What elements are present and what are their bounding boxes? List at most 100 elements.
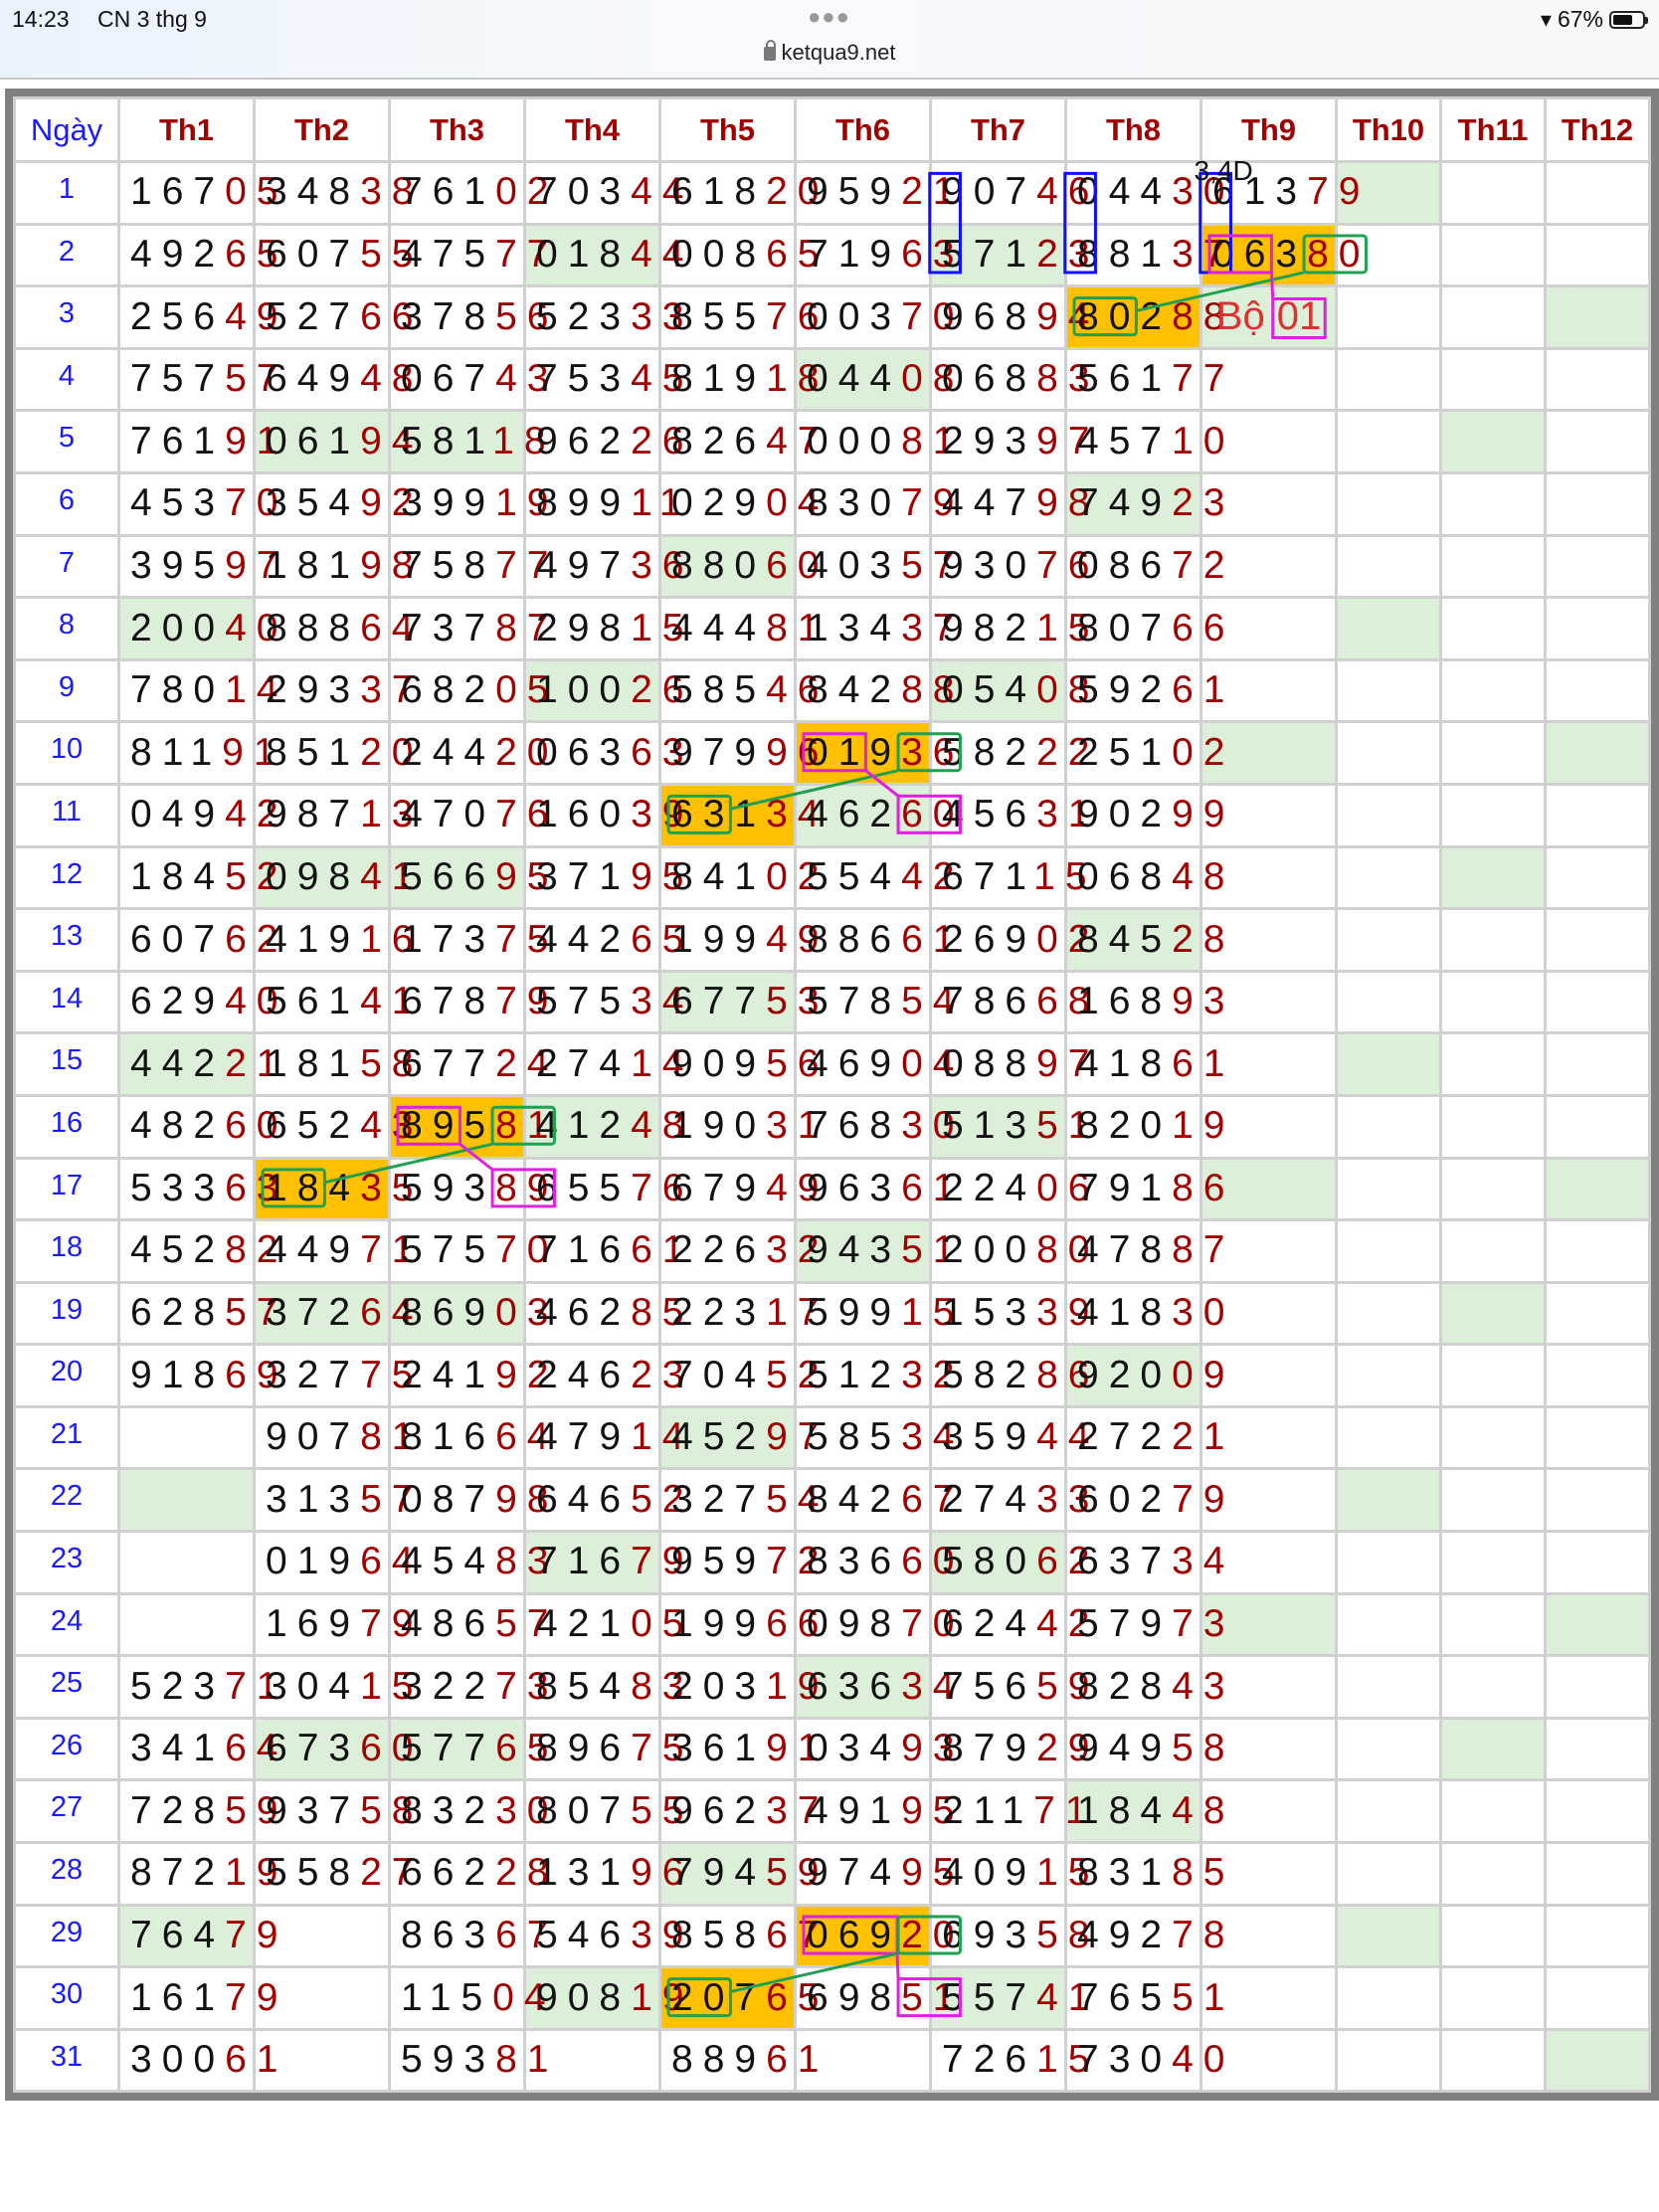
result-number: 57534 [526, 980, 693, 1024]
table-row: 25 52371 30415 32273 85483 20319 63634 75659 828… [13, 1654, 1651, 1720]
result-cell [1544, 160, 1651, 226]
result-cell: 19949 [658, 907, 819, 973]
result-cell [1335, 907, 1442, 973]
result-cell [1199, 1280, 1338, 1347]
result-number: 45710 [1067, 420, 1234, 464]
result-cell: 96894 [929, 284, 1089, 350]
result-cell: 95921 [794, 160, 954, 226]
result-cell: 89675 [523, 1716, 683, 1782]
result-number: 04408 [797, 357, 964, 402]
result-cell: 93758 [253, 1778, 413, 1845]
result-cell [253, 2027, 391, 2094]
more-dots-icon[interactable]: ●●● [808, 4, 850, 29]
result-cell [1544, 470, 1651, 537]
table-row: 15 44221 18158 67724 27414 90956 46904 08897 418… [13, 1031, 1651, 1097]
table-row: 23 01964 45483 71679 95972 83660 58062 63734 [13, 1530, 1651, 1595]
day-number: 29 [13, 1903, 120, 1969]
result-number: 18448 [1067, 1789, 1234, 1834]
result-number: 57854 [797, 980, 964, 1024]
result-number: 02904 [661, 481, 829, 526]
result-cell [1439, 1654, 1547, 1720]
result-cell [1439, 1591, 1547, 1658]
header-month-11: Th11 [1439, 96, 1547, 163]
result-number: 59381 [391, 2038, 558, 2083]
result-cell: 41861 [1064, 1031, 1224, 1097]
result-cell: 29815 [523, 596, 683, 661]
result-cell: 82019 [1064, 1093, 1224, 1160]
result-number: 49265 [120, 233, 287, 277]
result-cell [1544, 596, 1651, 661]
result-number: 48260 [120, 1104, 287, 1149]
result-cell: 44265 [523, 907, 683, 973]
result-cell [1199, 1654, 1338, 1720]
result-cell [1439, 284, 1547, 350]
result-cell: 32273 [388, 1654, 548, 1720]
result-number: 18452 [120, 855, 287, 900]
result-cell [253, 1965, 391, 2031]
result-cell: 48657 [388, 1591, 548, 1658]
result-cell: 78014 [117, 657, 277, 724]
result-number: 88060 [661, 544, 829, 589]
result-cell [1199, 1841, 1338, 1907]
result-cell [1335, 533, 1442, 600]
result-number: 72615 [932, 2038, 1099, 2083]
result-number: 08897 [932, 1042, 1099, 1087]
result-number: 24192 [391, 1354, 558, 1398]
day-number: 19 [13, 1280, 120, 1347]
result-number: 24623 [526, 1354, 693, 1398]
result-number: 39919 [391, 481, 558, 526]
result-cell: 82843 [1064, 1654, 1224, 1720]
result-cell [1439, 1530, 1547, 1595]
result-cell: 52766 [253, 284, 413, 350]
result-cell: 88060 [658, 533, 819, 600]
result-cell: 59261 [1064, 657, 1224, 724]
result-number: 55741 [932, 1976, 1099, 2021]
result-cell [1199, 1903, 1338, 1969]
result-cell [1335, 1591, 1442, 1658]
result-cell: 57534 [523, 969, 683, 1035]
result-number: 76479 [120, 1914, 287, 1958]
result-number: 84288 [797, 668, 964, 713]
result-cell [117, 1530, 256, 1595]
result-number: 63734 [1067, 1540, 1234, 1584]
result-number: 29815 [526, 607, 693, 651]
result-number: 42105 [526, 1602, 693, 1647]
result-cell: 63634 [794, 1654, 954, 1720]
note-label: 3,4D [1194, 154, 1253, 186]
result-cell: 89581 [388, 1093, 548, 1160]
result-cell [1335, 1280, 1442, 1347]
result-cell: 62857 [117, 1280, 277, 1347]
result-cell: 24420 [388, 720, 548, 786]
result-number: 25649 [120, 295, 287, 340]
result-cell [1544, 1404, 1651, 1471]
table-row: 10 81191 85120 24420 06363 97996 01936 58222 251… [13, 720, 1651, 786]
result-number: 59261 [1067, 668, 1234, 713]
result-cell [1335, 1093, 1442, 1160]
address-bar[interactable]: ketqua9.net [0, 40, 1659, 66]
result-cell: 06743 [388, 346, 548, 413]
result-cell: 06848 [1064, 844, 1224, 911]
result-cell: 67949 [658, 1156, 819, 1222]
result-number: 98215 [932, 607, 1099, 651]
result-cell: 89911 [523, 470, 681, 537]
result-cell: 20765 [658, 1965, 819, 2031]
result-cell [1544, 844, 1651, 911]
result-cell: 55442 [794, 844, 954, 911]
result-cell: 42105 [523, 1591, 683, 1658]
result-number: 36191 [661, 1727, 829, 1771]
day-number: 13 [13, 907, 120, 973]
result-cell: 73040 [1064, 2027, 1224, 2094]
day-number: 20 [13, 1343, 120, 1408]
header-month-7: Th7 [929, 96, 1067, 163]
table-row: 28 87219 55827 66228 13196 79459 97495 40915 831… [13, 1841, 1651, 1907]
result-number: 70344 [526, 170, 693, 215]
result-number: 06380 [1202, 233, 1370, 277]
result-number: 37264 [256, 1291, 423, 1336]
result-cell: 84288 [794, 657, 954, 724]
result-cell [1544, 2027, 1651, 2094]
result-cell: 08798 [388, 1467, 548, 1534]
result-cell: 85576 [658, 284, 819, 350]
result-number: 18158 [256, 1042, 423, 1087]
result-cell: 01936 [794, 720, 954, 786]
result-number: 72859 [120, 1789, 287, 1834]
